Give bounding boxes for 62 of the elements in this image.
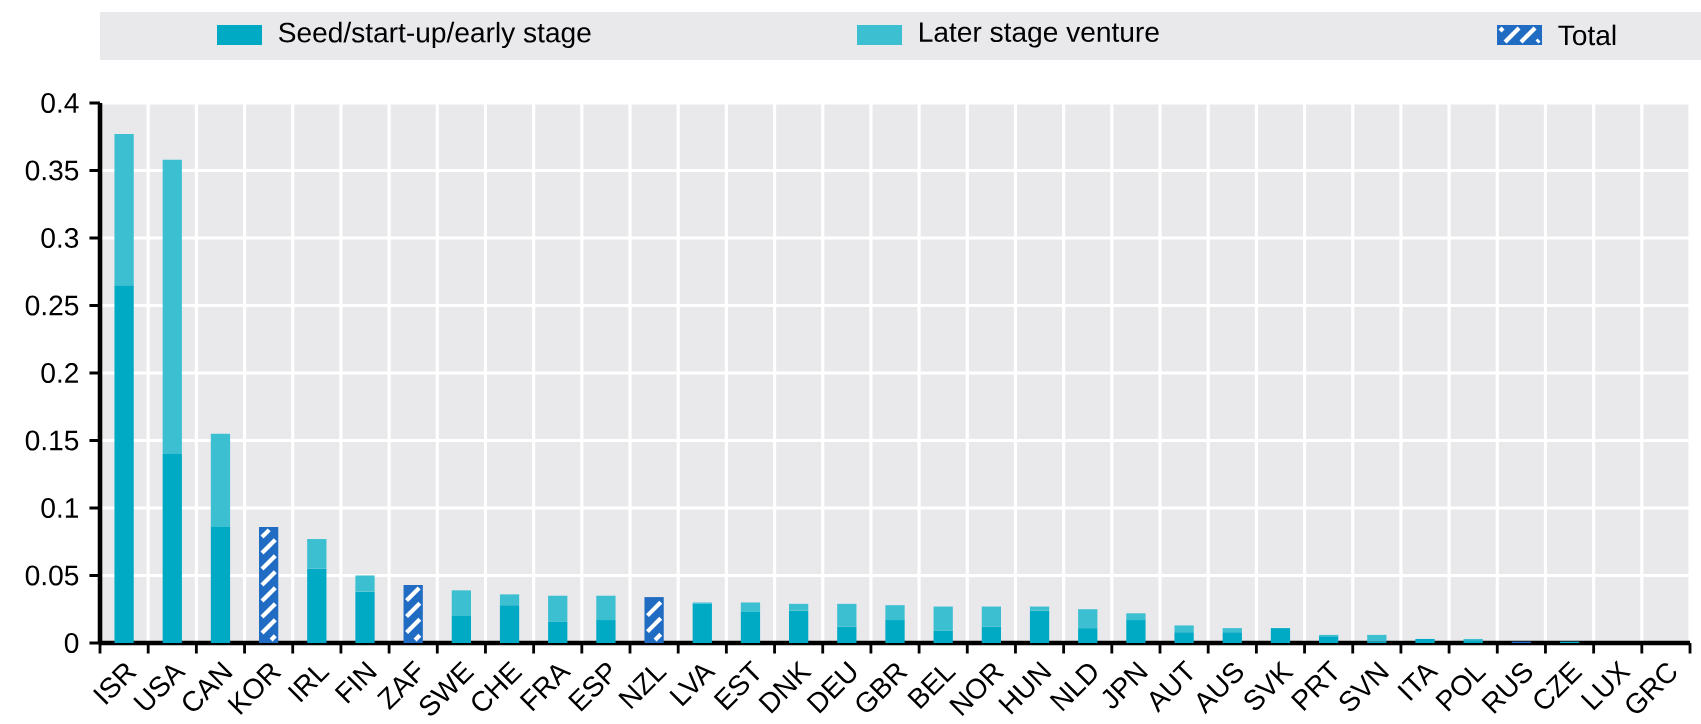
bar (1126, 613, 1146, 621)
legend-label: Total (1558, 24, 1616, 46)
x-tick-label: NLD (1049, 664, 1097, 712)
x-tick-label: LVA (669, 665, 716, 707)
bar (1174, 632, 1194, 644)
bar (210, 526, 231, 644)
bar (114, 285, 134, 644)
bar (355, 591, 375, 644)
legend-label: Seed/start-up/early stage (278, 21, 591, 49)
bar (499, 605, 520, 644)
bar (1174, 625, 1194, 633)
bar (548, 595, 568, 622)
y-tick-label: 0.05 (25, 565, 79, 586)
bar (307, 568, 327, 644)
bar (451, 590, 472, 617)
bar (981, 626, 1002, 644)
y-tick-label: 0.15 (25, 430, 79, 451)
bar (837, 603, 857, 627)
bar (1367, 634, 1387, 642)
y-tick-label: 0.2 (41, 363, 78, 384)
bar (162, 159, 182, 455)
bar (885, 620, 905, 644)
bar (1029, 606, 1050, 611)
bar (1078, 609, 1098, 629)
x-tick-label: IRL (287, 667, 330, 703)
bar (499, 594, 520, 606)
bar (789, 603, 809, 611)
bar (1319, 636, 1339, 644)
bar (1222, 628, 1242, 633)
bar (1415, 639, 1435, 644)
bar (307, 539, 327, 569)
bar (548, 621, 568, 644)
y-tick-label: 0.25 (25, 295, 79, 316)
bar (114, 134, 134, 286)
y-tick-label: 0.35 (25, 160, 79, 181)
y-tick-label: 0.3 (41, 228, 79, 249)
y-tick-label: 0.1 (41, 498, 79, 519)
y-tick-label: 0.4 (41, 93, 79, 114)
x-tick-label: NZL (618, 667, 668, 710)
bar (740, 602, 761, 613)
bar (1029, 610, 1050, 644)
bar (162, 454, 182, 644)
bar (451, 616, 472, 644)
bar (596, 620, 616, 644)
bar (740, 612, 761, 644)
bar (885, 605, 905, 621)
bar (933, 606, 953, 631)
x-tick-label: FIN (334, 661, 378, 704)
bar (1222, 632, 1242, 644)
bar (1078, 628, 1098, 644)
y-tick-label: 0 (64, 633, 79, 654)
bar (837, 626, 857, 644)
bar (1270, 628, 1291, 644)
bar (355, 575, 375, 592)
bar (210, 433, 231, 527)
legend-label: Later stage venture (920, 22, 1159, 48)
bar (1126, 620, 1146, 644)
bar (596, 595, 616, 621)
bar (789, 610, 809, 644)
bar (692, 603, 712, 644)
bar (933, 630, 953, 644)
bar (981, 606, 1002, 627)
